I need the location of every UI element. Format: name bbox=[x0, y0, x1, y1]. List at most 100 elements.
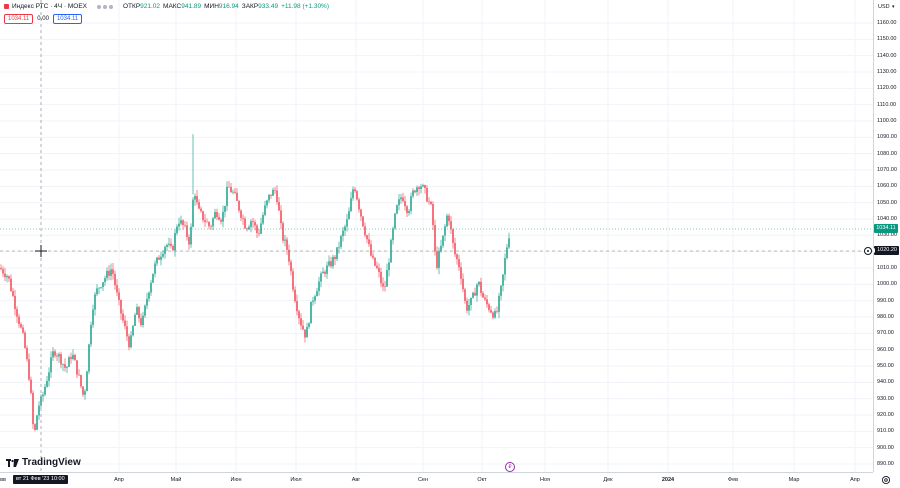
crosshair-time-tag: вт 21 Фев '23 10:00 bbox=[13, 475, 68, 484]
candle-body bbox=[8, 276, 10, 279]
candle-body bbox=[484, 297, 486, 300]
candle-body bbox=[362, 216, 364, 227]
candle-body bbox=[242, 217, 244, 219]
candle-body bbox=[58, 354, 60, 357]
candle-body bbox=[432, 203, 434, 226]
low-label: МИН bbox=[204, 3, 219, 10]
candle-body bbox=[4, 273, 6, 278]
candle-body bbox=[446, 215, 448, 227]
candle-body bbox=[324, 271, 326, 274]
candle-body bbox=[106, 270, 108, 279]
candle-body bbox=[508, 238, 510, 248]
price-chart[interactable] bbox=[0, 0, 873, 472]
candle-body bbox=[302, 325, 304, 330]
candle-body bbox=[14, 295, 16, 310]
candle-body bbox=[372, 255, 374, 258]
price-axis-label: 1030.00 bbox=[877, 232, 897, 239]
candle-body bbox=[380, 271, 382, 284]
candle-body bbox=[72, 354, 74, 360]
price-axis-label: 1090.00 bbox=[877, 134, 897, 141]
candle-body bbox=[184, 224, 186, 226]
currency-selector[interactable]: USD bbox=[878, 4, 890, 10]
candle-body bbox=[334, 256, 336, 260]
candle-body bbox=[60, 354, 62, 365]
candle-body bbox=[216, 211, 218, 218]
candle-body bbox=[180, 220, 182, 224]
candle-body bbox=[104, 278, 106, 283]
symbol-title[interactable]: Индекс РТС · 4Ч · MOEX bbox=[12, 3, 87, 10]
candle-body bbox=[28, 359, 30, 380]
price-cursor-icon[interactable] bbox=[864, 247, 872, 255]
candle-body bbox=[112, 269, 114, 274]
time-axis-label: Мар bbox=[788, 477, 800, 483]
legend-controls[interactable] bbox=[97, 4, 115, 9]
candle-body bbox=[378, 268, 380, 272]
tradingview-logo[interactable]: TradingView bbox=[6, 457, 81, 468]
candle-body bbox=[96, 288, 98, 295]
candle-body bbox=[392, 228, 394, 241]
candle-body bbox=[370, 244, 372, 256]
candle-body bbox=[44, 386, 46, 395]
candle-body bbox=[292, 271, 294, 290]
candle-body bbox=[150, 282, 152, 293]
candle-body bbox=[22, 327, 24, 333]
candle-body bbox=[120, 299, 122, 314]
candle-body bbox=[506, 247, 508, 259]
candle-body bbox=[472, 292, 474, 298]
spread-value: 0.00 bbox=[37, 16, 49, 22]
candle-body bbox=[312, 300, 314, 302]
event-marker-icon[interactable]: ₽ bbox=[505, 462, 515, 472]
candle-body bbox=[254, 222, 256, 226]
candle-body bbox=[126, 326, 128, 337]
candle-body bbox=[218, 217, 220, 220]
candle-body bbox=[34, 424, 36, 430]
candle-body bbox=[358, 199, 360, 210]
chevron-down-icon[interactable]: ▾ bbox=[892, 4, 895, 10]
plus-icon[interactable] bbox=[873, 248, 876, 253]
gear-icon[interactable] bbox=[881, 475, 891, 485]
candle-body bbox=[430, 201, 432, 204]
price-axis-label: 940.00 bbox=[877, 379, 894, 386]
crosshair-price-value: 1020.20 bbox=[877, 247, 897, 253]
candle-body bbox=[194, 195, 196, 200]
candle-body bbox=[266, 200, 268, 206]
candle-body bbox=[470, 297, 472, 306]
candle-body bbox=[384, 286, 386, 288]
time-axis-label: Авг bbox=[351, 477, 361, 483]
price-axis-label: 980.00 bbox=[877, 314, 894, 320]
candle-body bbox=[444, 226, 446, 236]
candle-body bbox=[208, 221, 210, 227]
price-axis-label: 920.00 bbox=[877, 412, 894, 418]
high-label: МАКС bbox=[163, 3, 182, 10]
candle-body bbox=[186, 225, 188, 237]
candle-body bbox=[344, 226, 346, 231]
sell-button[interactable]: 1034.11 bbox=[4, 14, 34, 24]
price-axis-label: 1070.00 bbox=[877, 167, 897, 173]
price-axis[interactable]: 1160.00 1150.00 1140.00 1130.00 1120.00 1110.… bbox=[873, 0, 900, 472]
candle-body bbox=[458, 259, 460, 268]
candle-body bbox=[468, 305, 470, 311]
last-price-tag: 1034.11 bbox=[874, 224, 898, 233]
candle-body bbox=[116, 285, 118, 293]
candle-body bbox=[412, 190, 414, 197]
candle-body bbox=[94, 294, 96, 310]
candle-body bbox=[402, 197, 404, 202]
candle-body bbox=[408, 211, 410, 213]
buy-button[interactable]: 1034.11 bbox=[52, 14, 83, 24]
time-axis-label: Сен bbox=[417, 477, 429, 483]
candle-body bbox=[90, 324, 92, 345]
price-axis-label: 1160.00 bbox=[877, 20, 897, 26]
time-axis-label: Май bbox=[170, 477, 182, 483]
candle-body bbox=[252, 221, 254, 223]
candle-body bbox=[238, 200, 240, 211]
candle-body bbox=[364, 226, 366, 236]
candle-body bbox=[170, 243, 172, 246]
candle-body bbox=[46, 380, 48, 387]
time-axis[interactable]: вв Апр Май Июн Июл Авг Сен Окт Ноя Дек 2024 Фев Мар А… bbox=[0, 472, 873, 488]
candle-body bbox=[200, 208, 202, 212]
candle-body bbox=[100, 287, 102, 288]
branding-text: TradingView bbox=[22, 457, 81, 468]
price-axis-label: 910.00 bbox=[877, 428, 894, 435]
time-axis-label: Ноя bbox=[539, 477, 551, 483]
candle-body bbox=[164, 246, 166, 254]
